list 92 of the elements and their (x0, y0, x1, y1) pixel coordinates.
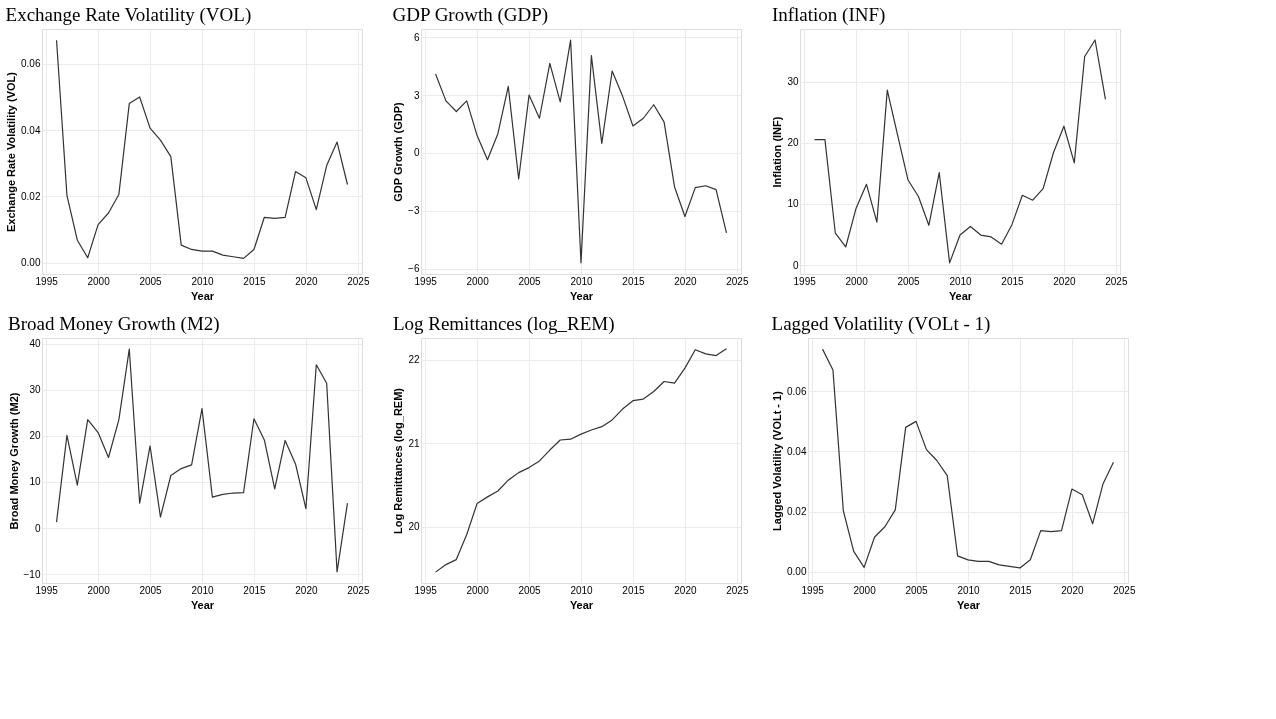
x-axis-title: Year (569, 289, 594, 302)
x-tick-label: 2010 (191, 584, 215, 596)
chart-title: Log Remittances (log_REM) (392, 313, 615, 335)
x-tick-label: 2015 (622, 584, 646, 596)
y-tick-label: 0.02 (21, 190, 41, 202)
x-tick-label: 2025 (726, 275, 749, 287)
x-tick-label: 2005 (897, 275, 921, 287)
x-tick-label: 1995 (35, 584, 59, 596)
y-tick-label: 0.04 (787, 445, 807, 457)
chart-title: GDP Growth (GDP) (392, 4, 549, 26)
y-tick-label: −10 (23, 568, 41, 580)
x-tick-label: 2005 (518, 584, 542, 596)
x-tick-label: 2020 (674, 275, 697, 287)
x-tick-label: 2000 (853, 584, 877, 596)
y-axis-title: Log Remittances (log_REM) (392, 387, 405, 535)
x-tick-label: 2025 (1113, 584, 1136, 596)
y-tick-label: 20 (29, 430, 41, 442)
x-tick-label: 2005 (905, 584, 929, 596)
y-tick-label: 30 (787, 76, 799, 88)
y-tick-label: 10 (787, 198, 799, 210)
line-series (434, 348, 728, 573)
y-axis-title: Exchange Rate Volatility (VOL) (5, 71, 18, 232)
x-tick-label: 2010 (570, 584, 594, 596)
x-tick-label: 1995 (414, 275, 438, 287)
line-series (813, 39, 1107, 264)
x-tick-label: 2025 (347, 275, 370, 287)
line-series (55, 39, 349, 260)
y-tick-label: 0.04 (21, 124, 41, 136)
x-tick-label: 2000 (466, 584, 490, 596)
y-tick-label: −6 (408, 263, 420, 275)
x-axis-title: Year (948, 289, 973, 302)
x-tick-label: 2020 (1053, 275, 1076, 287)
y-axis-title: GDP Growth (GDP) (392, 101, 405, 202)
x-tick-label: 2025 (347, 584, 370, 596)
chart-title: Inflation (INF) (771, 4, 886, 26)
x-tick-label: 1995 (801, 584, 825, 596)
x-axis-title: Year (956, 598, 981, 611)
chart-title: Lagged Volatility (VOLt - 1) (771, 313, 991, 335)
y-tick-label: 0.06 (787, 385, 807, 397)
y-tick-label: 6 (413, 31, 420, 43)
x-tick-label: 2020 (295, 275, 318, 287)
x-tick-label: 2000 (466, 275, 490, 287)
y-tick-label: 0.00 (21, 257, 41, 269)
y-tick-label: 3 (413, 89, 420, 101)
x-tick-label: 2020 (295, 584, 318, 596)
x-tick-label: 2005 (139, 275, 163, 287)
x-tick-label: 2020 (674, 584, 697, 596)
y-axis-title: Lagged Volatility (VOLt - 1) (771, 390, 784, 531)
x-axis-title: Year (569, 598, 594, 611)
y-tick-label: 0.06 (21, 58, 41, 70)
x-tick-label: 2015 (243, 584, 267, 596)
x-axis-title: Year (190, 598, 215, 611)
x-tick-label: 2015 (1009, 584, 1033, 596)
x-tick-label: 1995 (414, 584, 438, 596)
x-tick-label: 2010 (957, 584, 981, 596)
x-tick-label: 2005 (518, 275, 542, 287)
y-tick-label: 0 (792, 259, 799, 271)
x-axis-title: Year (190, 289, 215, 302)
x-tick-label: 2025 (726, 584, 749, 596)
y-tick-label: 21 (408, 437, 420, 449)
y-tick-label: 30 (29, 384, 41, 396)
line-series (821, 348, 1115, 569)
y-tick-label: 10 (29, 476, 41, 488)
x-tick-label: 2000 (845, 275, 869, 287)
x-tick-label: 2000 (87, 584, 111, 596)
x-tick-label: 2025 (1105, 275, 1128, 287)
x-tick-label: 2015 (1001, 275, 1025, 287)
x-tick-label: 2015 (243, 275, 267, 287)
y-tick-label: 0.00 (787, 566, 807, 578)
x-tick-label: 2010 (570, 275, 594, 287)
chart-title: Broad Money Growth (M2) (8, 313, 220, 335)
x-tick-label: 2010 (191, 275, 215, 287)
y-tick-label: −3 (408, 205, 420, 217)
x-tick-label: 1995 (793, 275, 817, 287)
y-axis-title: Inflation (INF) (771, 116, 784, 188)
y-axis-title: Broad Money Growth (M2) (7, 392, 20, 530)
x-tick-label: 2020 (1061, 584, 1084, 596)
y-tick-label: 40 (29, 338, 41, 350)
x-tick-label: 2015 (622, 275, 646, 287)
y-tick-label: 0 (34, 522, 41, 534)
y-tick-label: 20 (408, 521, 420, 533)
line-series (434, 39, 728, 264)
y-tick-label: 0 (413, 147, 420, 159)
x-tick-label: 2010 (949, 275, 973, 287)
line-series (55, 348, 349, 573)
chart-title: Exchange Rate Volatility (VOL) (5, 4, 252, 26)
y-tick-label: 20 (787, 137, 799, 149)
y-tick-label: 22 (408, 354, 420, 366)
y-tick-label: 0.02 (787, 506, 807, 518)
x-tick-label: 1995 (35, 275, 59, 287)
x-tick-label: 2000 (87, 275, 111, 287)
x-tick-label: 2005 (139, 584, 163, 596)
